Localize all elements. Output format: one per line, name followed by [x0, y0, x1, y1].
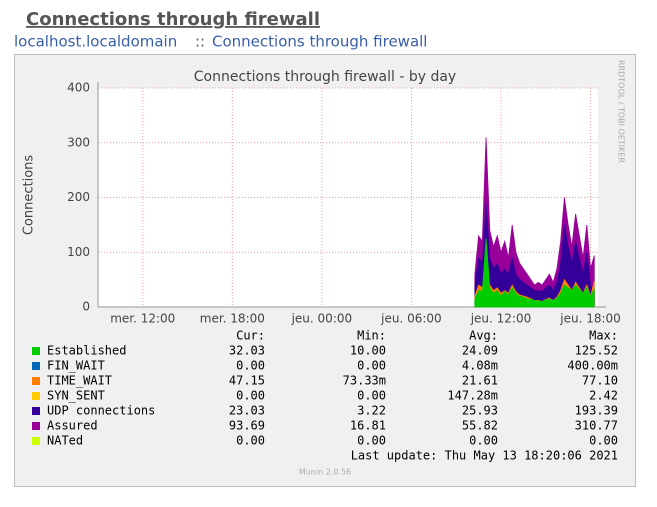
legend-stat: 0.00 — [469, 434, 498, 448]
y-tick-label: 100 — [67, 245, 90, 259]
legend-swatch — [32, 422, 40, 430]
legend-label: TIME_WAIT — [47, 374, 112, 388]
legend-stat: 400.00m — [567, 359, 618, 373]
legend-stat: 0.00 — [357, 434, 386, 448]
chart-title: Connections through firewall - by day — [194, 69, 456, 85]
legend-label: Established — [47, 344, 126, 358]
legend-stat: 0.00 — [236, 359, 265, 373]
legend-stat: 73.33m — [343, 374, 386, 388]
y-axis-label: Connections — [22, 155, 37, 236]
legend-stat: 0.00 — [236, 434, 265, 448]
legend-stat: 0.00 — [357, 359, 386, 373]
breadcrumb-sep: :: — [195, 33, 205, 51]
legend-label: FIN_WAIT — [47, 359, 105, 373]
legend-label: SYN_SENT — [47, 389, 105, 403]
x-tick-label: mer. 18:00 — [200, 312, 265, 326]
y-tick-label: 400 — [67, 81, 90, 95]
legend-label: NATed — [47, 434, 83, 448]
legend-stat: 47.15 — [229, 374, 265, 388]
y-tick-label: 200 — [67, 190, 90, 204]
legend-stat: 23.03 — [229, 404, 265, 418]
legend-swatch — [32, 392, 40, 400]
legend-stat: 310.77 — [575, 419, 618, 433]
x-tick-label: jeu. 18:00 — [559, 312, 621, 326]
legend-swatch — [32, 362, 40, 370]
series-area — [474, 238, 595, 308]
breadcrumb-graph[interactable]: Connections through firewall — [212, 33, 427, 51]
legend-column-header: Avg: — [469, 329, 498, 343]
legend-stat: 10.00 — [350, 344, 386, 358]
legend-stat: 77.10 — [582, 374, 618, 388]
page-heading: Connections through firewall — [26, 9, 320, 30]
breadcrumb-host[interactable]: localhost.localdomain — [14, 33, 177, 51]
y-tick-label: 300 — [67, 135, 90, 149]
side-text: RRDTOOL / TOBI OETIKER — [617, 60, 626, 163]
x-tick-label: jeu. 06:00 — [380, 312, 442, 326]
legend-stat: 147.28m — [447, 389, 498, 403]
x-tick-label: jeu. 12:00 — [470, 312, 532, 326]
legend-stat: 4.08m — [462, 359, 498, 373]
legend-label: Assured — [47, 419, 98, 433]
legend-stat: 21.61 — [462, 374, 498, 388]
footer: Munin 2.0.56 — [299, 468, 351, 477]
legend-stat: 0.00 — [236, 389, 265, 403]
legend-column-header: Max: — [589, 329, 618, 343]
x-tick-label: jeu. 00:00 — [291, 312, 353, 326]
legend-stat: 0.00 — [589, 434, 618, 448]
x-tick-label: mer. 12:00 — [110, 312, 175, 326]
legend-stat: 32.03 — [229, 344, 265, 358]
legend-stat: 125.52 — [575, 344, 618, 358]
legend-stat: 3.22 — [357, 404, 386, 418]
legend-stat: 55.82 — [462, 419, 498, 433]
legend-swatch — [32, 347, 40, 355]
legend-stat: 93.69 — [229, 419, 265, 433]
legend-swatch — [32, 407, 40, 415]
legend-swatch — [32, 437, 40, 445]
legend-column-header: Cur: — [236, 329, 265, 343]
y-tick-label: 0 — [82, 300, 90, 314]
legend-stat: 24.09 — [462, 344, 498, 358]
legend-stat: 25.93 — [462, 404, 498, 418]
last-update: Last update: Thu May 13 18:20:06 2021 — [351, 449, 618, 463]
legend-stat: 16.81 — [350, 419, 386, 433]
legend-stat: 193.39 — [575, 404, 618, 418]
legend-swatch — [32, 377, 40, 385]
legend-column-header: Min: — [357, 329, 386, 343]
legend-stat: 0.00 — [357, 389, 386, 403]
legend-stat: 2.42 — [589, 389, 618, 403]
legend-label: UDP connections — [47, 404, 155, 418]
